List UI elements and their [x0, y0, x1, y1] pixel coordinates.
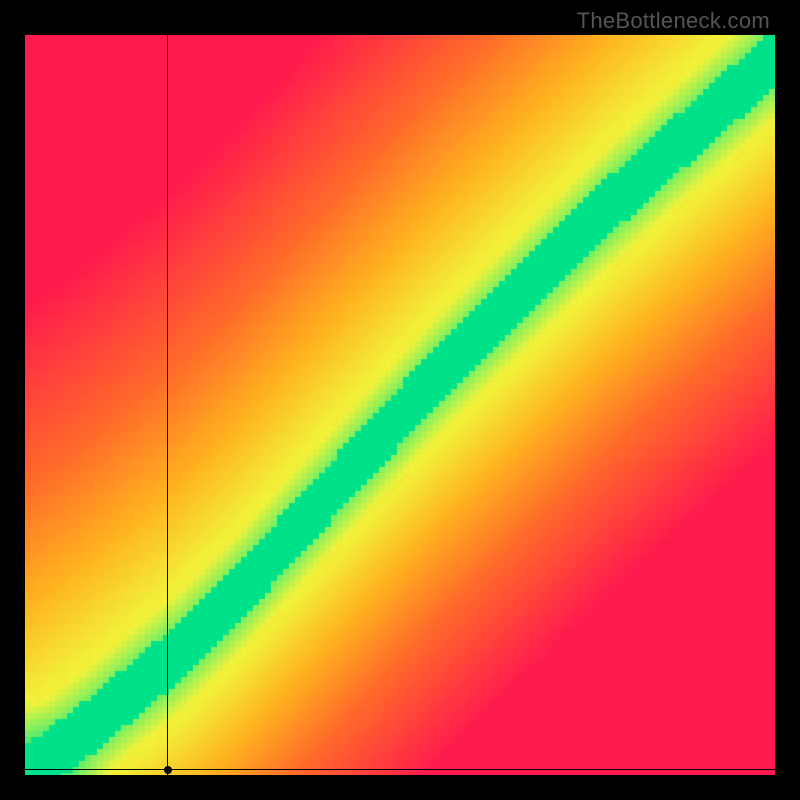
heatmap-plot-area — [25, 35, 775, 775]
watermark-text: TheBottleneck.com — [577, 8, 770, 34]
heatmap-canvas — [25, 35, 775, 775]
root-container: TheBottleneck.com — [0, 0, 800, 800]
